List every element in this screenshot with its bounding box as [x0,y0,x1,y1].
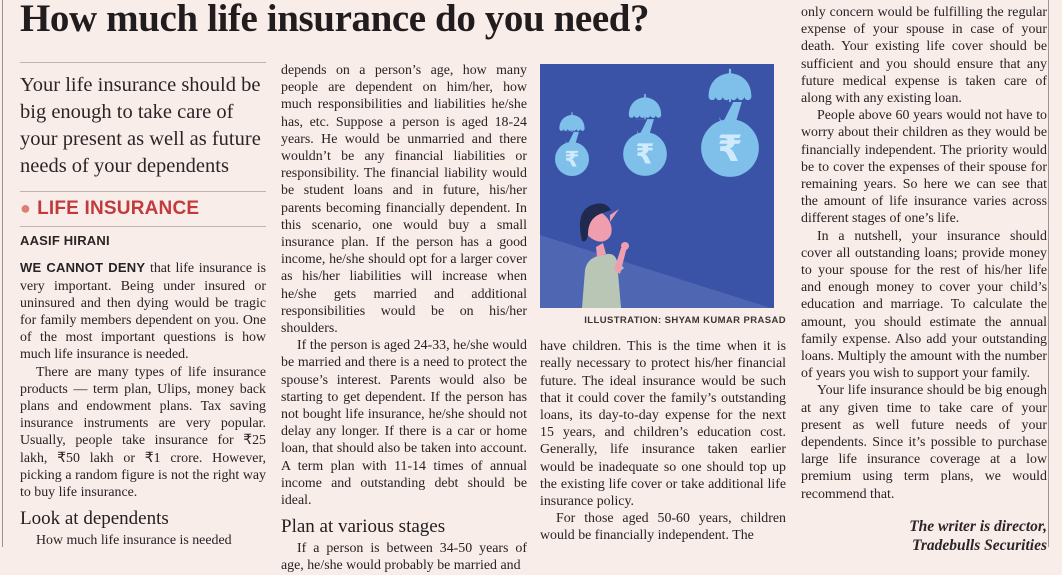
section-bullet-icon: ● [20,198,32,218]
lead-in: WE CANNOT DENY [20,260,146,276]
thinking-man [579,203,629,308]
column-3: ₹ ILLUSTRATION: SHYAM KUMAR PRA [540,62,786,545]
paragraph: In a nutshell, your insurance should cov… [801,228,1047,382]
paragraph-text: that life insurance is very important. B… [20,261,266,363]
paragraph: WE CANNOT DENY that life insurance is ve… [20,259,266,363]
subhead-look-at-dependents: Look at dependents [20,508,169,530]
subhead-plan-at-various-stages: Plan at various stages [281,516,446,538]
paragraph: have children. This is the time when it … [540,339,786,510]
writer-credit-line2: Tradebulls Securities [911,536,1047,554]
paragraph: depends on a person’s age, how many peop… [281,63,527,337]
column-4: only concern would be fulfilling the reg… [801,4,1047,555]
standfirst: Your life insurance should be big enough… [20,74,261,177]
insurance-moneybags-illustration: ₹ [540,64,774,308]
paragraph: For those aged 50-60 years, children wou… [540,511,786,544]
paragraph: only concern would be fulfilling the reg… [801,5,1047,107]
byline: AASIF HIRANI [20,233,110,249]
section-label-row: ● LIFE INSURANCE [20,192,266,226]
paragraph: How much life insurance is needed [36,533,232,549]
paragraph: If a person is between 34-50 years of ag… [281,541,527,574]
divider [20,226,266,228]
divider [20,191,266,192]
article-title: How much life insurance do you need? [20,0,650,40]
section-label: LIFE INSURANCE [37,198,200,219]
illustration-caption: ILLUSTRATION: SHYAM KUMAR PRASAD [584,315,786,326]
writer-credit-line1: The writer is director, [909,517,1047,535]
left-edge-rule [2,0,3,547]
column-1: Your life insurance should be big enough… [20,62,266,549]
paragraph: Your life insurance should be big enough… [801,383,1047,502]
column-2: depends on a person’s age, how many peop… [281,62,527,575]
right-edge-rule [1048,0,1049,547]
paragraph: People above 60 years would not have to … [801,108,1047,227]
divider [20,62,266,63]
paragraph: There are many types of life insurance p… [20,364,266,501]
paragraph: If the person is aged 24-33, he/she woul… [281,338,527,509]
